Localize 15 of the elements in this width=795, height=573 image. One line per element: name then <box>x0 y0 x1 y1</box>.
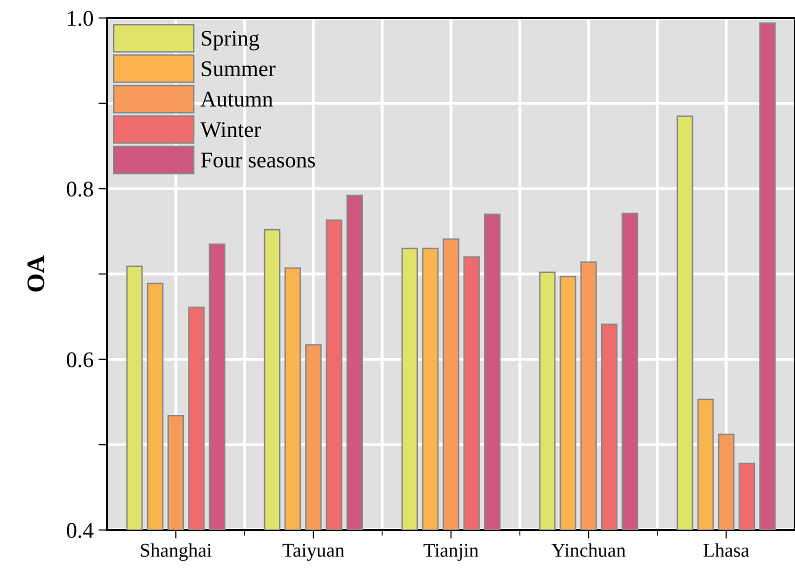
y-tick-label: 1.0 <box>68 10 93 26</box>
x-tick-label: Yinchuan <box>552 543 626 557</box>
x-tick-label: Tianjin <box>424 544 478 561</box>
legend-label: Spring <box>202 30 260 50</box>
x-tick-label: Taiyuan <box>282 544 344 561</box>
legend-label: Winter <box>200 122 261 138</box>
x-tick-label: Shanghai <box>140 543 212 561</box>
y-axis-title: OA <box>27 255 44 292</box>
y-tick-label: 0.4 <box>66 522 94 538</box>
legend-label: Four seasons <box>200 152 315 168</box>
y-tick-label: 0.8 <box>66 182 93 197</box>
legend-label: Summer <box>202 61 276 76</box>
legend-label: Autumn <box>200 92 273 107</box>
y-tick-label: 0.6 <box>66 352 94 368</box>
x-tick-label: Lhasa <box>704 543 750 557</box>
